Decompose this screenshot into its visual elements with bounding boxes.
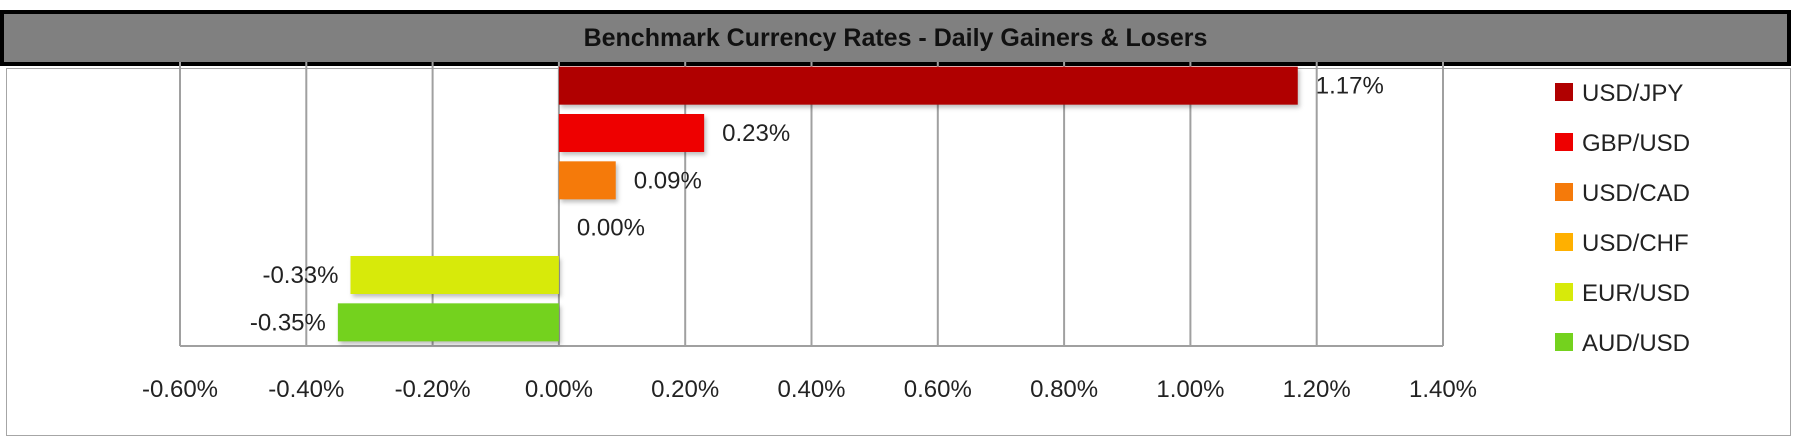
bar-aud-usd — [337, 303, 559, 342]
legend-label: USD/CAD — [1582, 180, 1690, 207]
x-tick-label: -0.20% — [395, 376, 471, 403]
bar-eur-usd — [350, 256, 559, 294]
chart-title-bar: Benchmark Currency Rates - Daily Gainers… — [0, 10, 1791, 66]
x-tick-label: 1.20% — [1283, 376, 1351, 403]
bar-gbp-usd — [558, 114, 705, 152]
x-tick-label: 1.00% — [1156, 376, 1224, 403]
data-label: 0.23% — [722, 120, 790, 147]
bar-usd-cad — [558, 161, 616, 200]
x-tick-label: 0.60% — [904, 376, 972, 403]
x-tick-label: 0.00% — [525, 376, 593, 403]
legend-label: USD/JPY — [1582, 80, 1683, 107]
data-label: 0.09% — [634, 167, 702, 194]
x-tick-label: -0.40% — [268, 376, 344, 403]
data-label: -0.35% — [250, 309, 326, 336]
x-tick-label: 0.20% — [651, 376, 719, 403]
legend-swatch — [1555, 333, 1573, 351]
data-label: 0.00% — [577, 215, 645, 242]
data-label: 1.17% — [1316, 73, 1384, 100]
x-tick-label: 0.80% — [1030, 376, 1098, 403]
legend-label: GBP/USD — [1582, 130, 1690, 157]
x-tick-label: 0.40% — [777, 376, 845, 403]
legend-label: EUR/USD — [1582, 280, 1690, 307]
legend-swatch — [1555, 233, 1573, 251]
x-tick-label: 1.40% — [1409, 376, 1477, 403]
chart-title: Benchmark Currency Rates - Daily Gainers… — [583, 23, 1208, 52]
legend-swatch — [1555, 133, 1573, 151]
legend-swatch — [1555, 83, 1573, 101]
legend-label: USD/CHF — [1582, 230, 1689, 257]
legend-swatch — [1555, 283, 1573, 301]
data-label: -0.33% — [262, 262, 338, 289]
legend-swatch — [1555, 183, 1573, 201]
legend-label: AUD/USD — [1582, 330, 1690, 357]
x-tick-label: -0.60% — [142, 376, 218, 403]
bar-usd-jpy — [558, 66, 1298, 105]
